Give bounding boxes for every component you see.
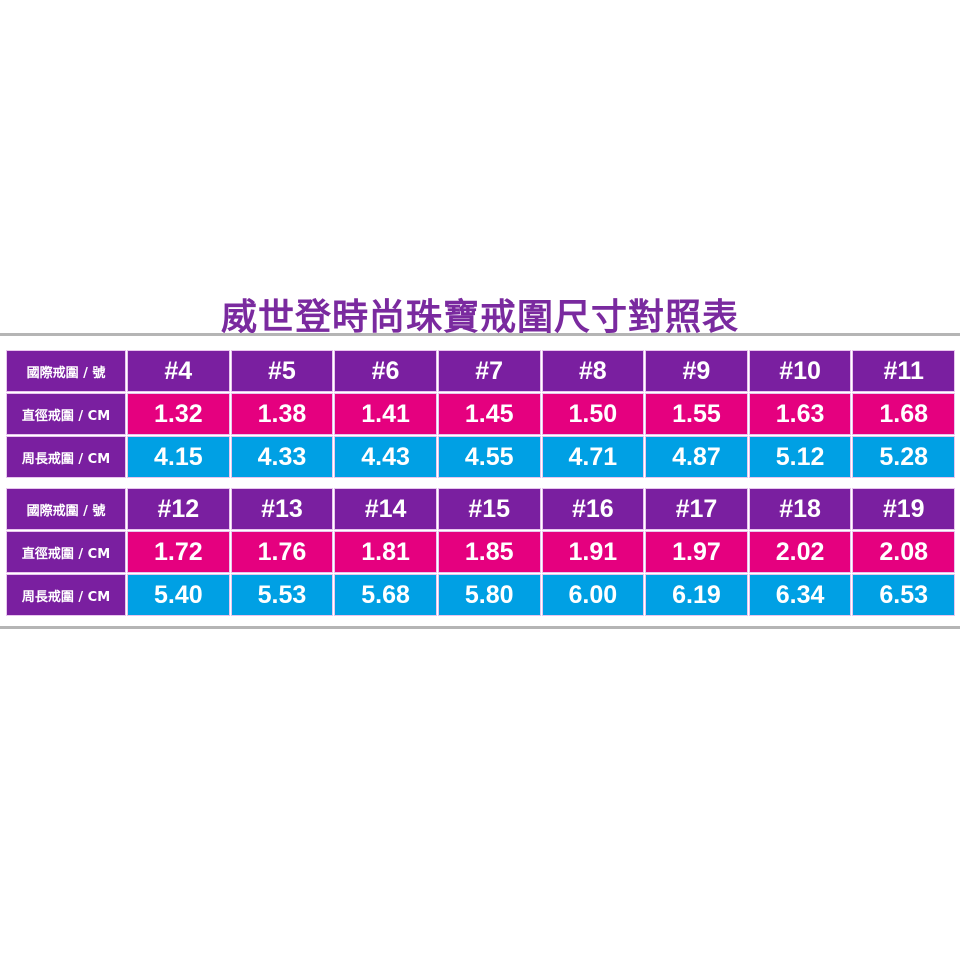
bottom-divider bbox=[0, 626, 960, 629]
size-cell: #10 bbox=[748, 350, 852, 392]
circumference-cell: 5.12 bbox=[748, 436, 852, 478]
size-cell: #6 bbox=[334, 350, 437, 392]
size-row-label: 國際戒圍 / 號 bbox=[6, 350, 126, 392]
diameter-cell: 1.45 bbox=[437, 393, 541, 435]
diameter-cell: 1.85 bbox=[437, 531, 541, 573]
diameter-cell: 1.55 bbox=[645, 393, 748, 435]
circumference-cell: 4.87 bbox=[645, 436, 748, 478]
diameter-cell: 1.41 bbox=[334, 393, 437, 435]
circumference-cell: 5.53 bbox=[230, 574, 334, 616]
diameter-cell: 1.81 bbox=[334, 531, 437, 573]
size-table-block-2: 國際戒圍 / 號 #12 #13 #14 #15 #16 #17 #18 #19 直徑戒圍 / C… bbox=[6, 488, 955, 616]
diameter-cell: 1.32 bbox=[127, 393, 230, 435]
diameter-cell: 1.50 bbox=[541, 393, 645, 435]
diameter-cell: 1.63 bbox=[748, 393, 852, 435]
diameter-row-label: 直徑戒圍 / CM bbox=[6, 531, 126, 573]
circumference-row-label: 周長戒圍 / CM bbox=[6, 574, 126, 616]
circumference-cell: 4.33 bbox=[230, 436, 334, 478]
diameter-row-label: 直徑戒圍 / CM bbox=[6, 393, 126, 435]
top-divider bbox=[0, 333, 960, 336]
circumference-cell: 5.40 bbox=[127, 574, 230, 616]
circumference-cell: 6.34 bbox=[748, 574, 852, 616]
size-table-block-1: 國際戒圍 / 號 #4 #5 #6 #7 #8 #9 #10 #11 直徑戒圍 / CM 1.32 1… bbox=[6, 350, 955, 478]
size-cell: #11 bbox=[852, 350, 955, 392]
diameter-cell: 1.72 bbox=[127, 531, 230, 573]
size-cell: #13 bbox=[230, 488, 334, 530]
diameter-cell: 2.08 bbox=[852, 531, 955, 573]
diameter-cell: 2.02 bbox=[748, 531, 852, 573]
size-cell: #12 bbox=[127, 488, 230, 530]
circumference-cell: 5.68 bbox=[334, 574, 437, 616]
size-cell: #5 bbox=[230, 350, 334, 392]
circumference-row-label: 周長戒圍 / CM bbox=[6, 436, 126, 478]
diameter-cell: 1.76 bbox=[230, 531, 334, 573]
page-title: 威世登時尚珠寶戒圍尺寸對照表 bbox=[220, 297, 739, 338]
circumference-cell: 4.15 bbox=[127, 436, 230, 478]
circumference-cell: 6.53 bbox=[852, 574, 955, 616]
size-cell: #16 bbox=[541, 488, 645, 530]
size-row-label: 國際戒圍 / 號 bbox=[6, 488, 126, 530]
circumference-cell: 4.55 bbox=[437, 436, 541, 478]
size-cell: #8 bbox=[541, 350, 645, 392]
circumference-cell: 6.00 bbox=[541, 574, 645, 616]
size-cell: #18 bbox=[748, 488, 852, 530]
diameter-cell: 1.97 bbox=[645, 531, 748, 573]
circumference-cell: 5.28 bbox=[852, 436, 955, 478]
size-cell: #7 bbox=[437, 350, 541, 392]
circumference-cell: 5.80 bbox=[437, 574, 541, 616]
circumference-cell: 4.43 bbox=[334, 436, 437, 478]
size-cell: #4 bbox=[127, 350, 230, 392]
size-cell: #9 bbox=[645, 350, 748, 392]
size-cell: #15 bbox=[437, 488, 541, 530]
size-cell: #19 bbox=[852, 488, 955, 530]
circumference-cell: 6.19 bbox=[645, 574, 748, 616]
size-cell: #14 bbox=[334, 488, 437, 530]
circumference-cell: 4.71 bbox=[541, 436, 645, 478]
diameter-cell: 1.68 bbox=[852, 393, 955, 435]
size-cell: #17 bbox=[645, 488, 748, 530]
diameter-cell: 1.38 bbox=[230, 393, 334, 435]
diameter-cell: 1.91 bbox=[541, 531, 645, 573]
